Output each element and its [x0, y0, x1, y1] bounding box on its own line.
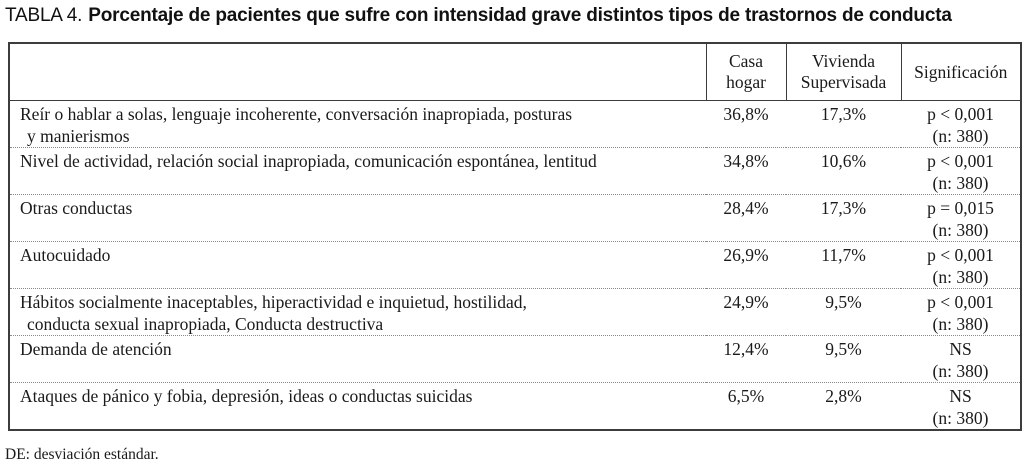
vivienda-supervisada-value: 11,7%	[786, 241, 901, 289]
table-row: Otras conductas 28,4% 17,3% p = 0,015 (n…	[9, 194, 1021, 242]
sample-size: (n: 380)	[932, 408, 989, 428]
sample-size: (n: 380)	[932, 267, 989, 287]
significacion-value: p < 0,001	[927, 104, 994, 124]
label-line-2: y manierismos	[27, 126, 130, 146]
table-row: Autocuidado 26,9% 11,7% p < 0,001 (n: 38…	[9, 241, 1021, 289]
sample-size: (n: 380)	[932, 173, 989, 193]
row-label-cell: Ataques de pánico y fobia, depresión, id…	[9, 382, 706, 430]
row-label-cell: Nivel de actividad, relación social inap…	[9, 147, 706, 195]
label-line-1: Reír o hablar a solas, lenguaje incohere…	[20, 104, 573, 124]
vivienda-supervisada-value: 9,5%	[786, 288, 901, 336]
row-label-cell: Hábitos socialmente inaceptables, hipera…	[9, 288, 706, 336]
header-significacion: Significación	[900, 43, 1021, 101]
table-row: Nivel de actividad, relación social inap…	[9, 147, 1021, 195]
label-line-2	[20, 266, 700, 288]
significacion-value: p < 0,001	[927, 292, 994, 312]
label-line-1: Hábitos socialmente inaceptables, hipera…	[20, 292, 527, 312]
label-line-2: conducta sexual inapropiada, Conducta de…	[27, 314, 384, 334]
sample-size: (n: 380)	[932, 126, 989, 146]
results-table: Casa hogar Vivienda Supervisada Signific…	[8, 42, 1022, 431]
significacion-cell: NS (n: 380)	[901, 382, 1021, 430]
significacion-value: NS	[949, 386, 972, 406]
table-row: Demanda de atención 12,4% 9,5% NS (n: 38…	[9, 335, 1021, 383]
sample-size: (n: 380)	[932, 220, 989, 240]
vivienda-supervisada-value: 2,8%	[786, 382, 901, 430]
label-line-2	[20, 360, 700, 382]
sample-size: (n: 380)	[932, 314, 989, 334]
significacion-cell: p < 0,001 (n: 380)	[901, 288, 1021, 336]
vivienda-supervisada-value: 17,3%	[820, 104, 867, 124]
casa-hogar-value: 34,8%	[706, 147, 786, 195]
casa-hogar-value: 26,9%	[706, 241, 786, 289]
label-line-2	[20, 219, 700, 241]
sample-size: (n: 380)	[932, 361, 989, 381]
significacion-value: NS	[949, 339, 972, 359]
header-empty-cell	[9, 43, 706, 101]
vivienda-supervisada-value: 17,3%	[786, 194, 901, 242]
row-label-cell: Autocuidado	[9, 241, 706, 289]
significacion-cell: p < 0,001 (n: 380)	[901, 147, 1021, 195]
casa-hogar-value: 6,5%	[706, 382, 786, 430]
label-line-1: Nivel de actividad, relación social inap…	[20, 151, 597, 171]
casa-hogar-value: 12,4%	[706, 335, 786, 383]
table-row: Hábitos socialmente inaceptables, hipera…	[9, 288, 1021, 336]
table-title: TABLA 4. Porcentaje de pacientes que sufr…	[5, 4, 1024, 28]
significacion-cell: p < 0,001 (n: 380)	[901, 241, 1021, 289]
table-header: Casa hogar Vivienda Supervisada Signific…	[9, 43, 1021, 101]
significacion-value: p = 0,015	[927, 198, 994, 218]
significacion-value: p < 0,001	[927, 245, 994, 265]
label-line-1: Ataques de pánico y fobia, depresión, id…	[20, 386, 473, 406]
row-label-cell: Demanda de atención	[9, 335, 706, 383]
header-vivienda-supervisada: Vivienda Supervisada	[785, 43, 901, 101]
label-line-2	[20, 407, 700, 429]
row-label-cell: Reír o hablar a solas, lenguaje incohere…	[9, 101, 706, 148]
header-row: Casa hogar Vivienda Supervisada Signific…	[9, 43, 1021, 101]
footnote: DE: desviación estándar.	[5, 446, 159, 463]
table-title-text: Porcentaje de pacientes que sufre con in…	[88, 5, 952, 26]
significacion-value: p < 0,001	[927, 151, 994, 171]
casa-hogar-value: 36,8%	[723, 104, 769, 124]
vivienda-supervisada-value: 9,5%	[786, 335, 901, 383]
table-row: Ataques de pánico y fobia, depresión, id…	[9, 382, 1021, 430]
casa-hogar-value: 28,4%	[706, 194, 786, 242]
row-label-cell: Otras conductas	[9, 194, 706, 242]
casa-hogar-value: 24,9%	[706, 288, 786, 336]
label-line-1: Demanda de atención	[20, 339, 172, 359]
table-body: Reír o hablar a solas, lenguaje incohere…	[9, 101, 1021, 430]
vivienda-supervisada-value: 10,6%	[786, 147, 901, 195]
label-line-1: Otras conductas	[20, 198, 133, 218]
label-line-2	[20, 172, 700, 194]
significacion-cell: p < 0,001 (n: 380)	[901, 101, 1021, 148]
table-number-label: TABLA 4.	[5, 5, 83, 26]
significacion-cell: NS (n: 380)	[901, 335, 1021, 383]
table-row: Reír o hablar a solas, lenguaje incohere…	[9, 101, 1021, 148]
label-line-1: Autocuidado	[20, 245, 111, 265]
header-casa-hogar: Casa hogar	[705, 43, 786, 101]
significacion-cell: p = 0,015 (n: 380)	[901, 194, 1021, 242]
